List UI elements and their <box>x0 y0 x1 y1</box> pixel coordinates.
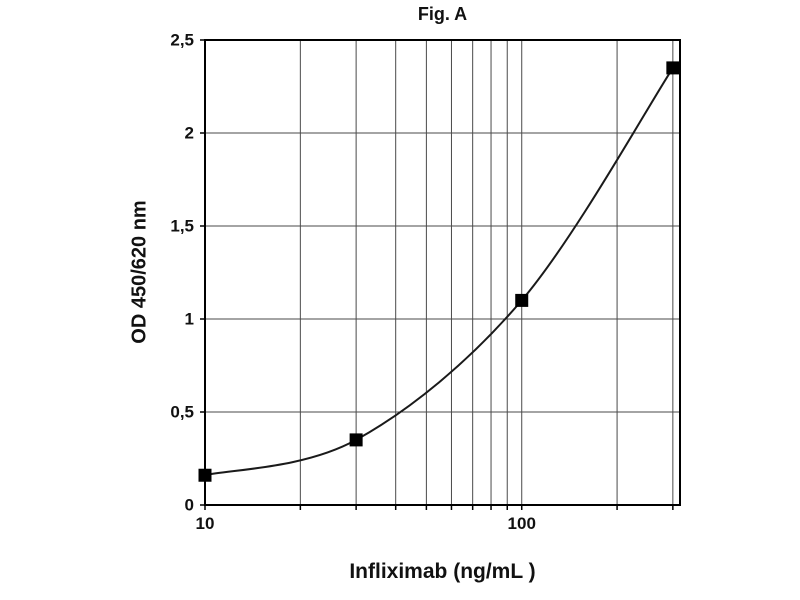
y-tick-label: 2,5 <box>170 31 194 50</box>
y-tick-label: 0 <box>185 496 194 515</box>
x-tick-label: 100 <box>508 514 536 533</box>
data-curve <box>204 67 674 477</box>
data-point-marker <box>666 61 680 75</box>
y-tick-label: 0,5 <box>170 403 194 422</box>
data-point-marker <box>515 293 529 307</box>
data-point-marker <box>198 468 212 482</box>
y-tick-label: 2 <box>185 124 194 143</box>
x-tick-label: 10 <box>196 514 215 533</box>
y-tick-label: 1,5 <box>170 217 194 236</box>
x-axis-label: Infliximab (ng/mL ) <box>349 560 536 583</box>
y-tick-label: 1 <box>185 310 194 329</box>
plot-border <box>204 39 681 506</box>
chart-title: Fig. A <box>417 4 468 24</box>
data-point-marker <box>349 433 363 447</box>
